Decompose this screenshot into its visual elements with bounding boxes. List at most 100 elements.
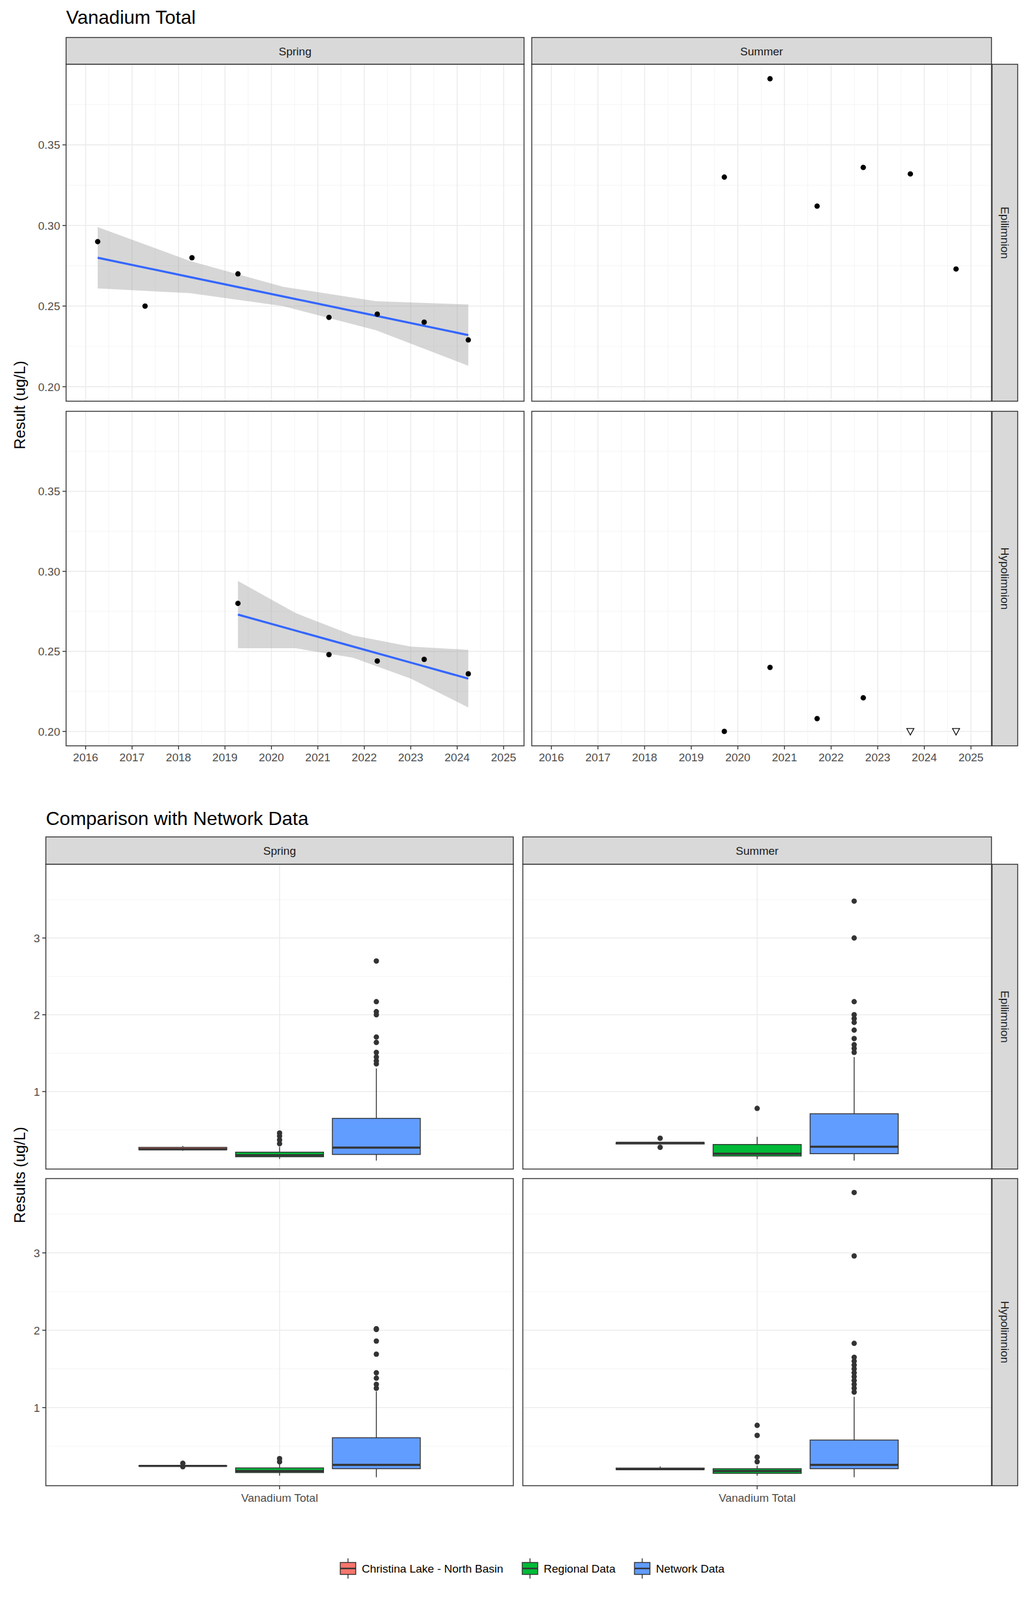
- whisker-upper: [279, 1147, 281, 1153]
- outlier: [851, 999, 857, 1005]
- grid-x: [784, 64, 786, 402]
- grid-x: [784, 411, 786, 747]
- whisker-lower: [279, 1473, 281, 1477]
- facet-label: Hypolimnion: [998, 1301, 1012, 1365]
- point: [907, 171, 913, 177]
- box: [332, 1118, 421, 1156]
- point: [326, 652, 332, 658]
- point: [465, 337, 472, 343]
- facet-label: Epilimnion: [998, 990, 1012, 1044]
- facet-strip: [992, 64, 1018, 402]
- whisker-upper: [853, 1057, 856, 1115]
- panel-border: [66, 411, 525, 747]
- outlier: [851, 1036, 857, 1042]
- outlier: [754, 1454, 760, 1461]
- whisker-upper: [853, 1397, 856, 1442]
- outlier: [851, 1012, 857, 1018]
- outlier: [373, 1009, 379, 1015]
- legend-key: [340, 1563, 356, 1576]
- minor-grid-x: [201, 411, 202, 747]
- grid-x: [690, 411, 692, 747]
- minor-grid-x: [340, 64, 342, 402]
- panel-background: [522, 864, 992, 1170]
- outlier: [373, 1049, 379, 1056]
- trend-line: [238, 615, 469, 680]
- point: [374, 311, 380, 317]
- x-tick: [756, 1486, 759, 1490]
- median: [616, 1468, 705, 1471]
- legend-key: [634, 1563, 650, 1576]
- point: [814, 203, 820, 210]
- box: [616, 1468, 705, 1470]
- panel-border: [522, 864, 992, 1170]
- grid-x: [550, 411, 553, 747]
- x-tick: [131, 746, 133, 750]
- median: [235, 1154, 324, 1158]
- y-tick: [42, 1407, 46, 1409]
- confidence-band: [97, 227, 469, 367]
- facet-strip: [66, 37, 525, 65]
- minor-grid-x: [900, 411, 902, 747]
- facet-label: Spring: [278, 45, 312, 58]
- outlier: [851, 1355, 857, 1361]
- grid-x: [690, 64, 692, 402]
- facet-label: Epilimnion: [998, 206, 1012, 260]
- x-tick: [503, 746, 505, 750]
- whisker-lower: [853, 1469, 856, 1478]
- grid-x: [85, 411, 87, 747]
- y-tick: [62, 305, 67, 307]
- minor-grid-x: [247, 411, 249, 747]
- x-tick-label: 2024: [444, 751, 471, 765]
- whisker-lower: [756, 1156, 759, 1160]
- legend-label: Network Data: [655, 1563, 725, 1576]
- x-tick-label: 2023: [865, 751, 891, 765]
- minor-grid-x: [761, 64, 762, 402]
- grid-y: [531, 571, 992, 573]
- minor-grid-y: [531, 611, 992, 613]
- x-tick-label: 2017: [119, 751, 145, 765]
- panel-border: [531, 64, 992, 402]
- grid-x: [503, 64, 505, 402]
- x-tick-label: 2019: [678, 751, 704, 765]
- x-tick: [830, 746, 832, 750]
- panel-background: [531, 411, 992, 747]
- y-tick: [62, 731, 67, 733]
- legend-key-median: [522, 1568, 538, 1571]
- point: [860, 695, 866, 701]
- outlier: [373, 1054, 379, 1060]
- minor-grid-y: [66, 531, 525, 532]
- point: [860, 164, 866, 171]
- y-tick: [62, 651, 67, 653]
- outlier: [373, 958, 379, 965]
- facet-strip: [522, 837, 992, 865]
- minor-grid-x: [900, 64, 902, 402]
- panel-data: [138, 1326, 421, 1478]
- grid-x: [737, 411, 739, 747]
- grid-x: [756, 1179, 759, 1487]
- x-tick: [279, 1486, 281, 1490]
- point: [906, 728, 915, 736]
- grid-x: [178, 64, 180, 402]
- panel-data: [235, 581, 472, 708]
- grid-y: [66, 386, 525, 388]
- panel-data: [616, 1190, 899, 1478]
- facet-label: Spring: [263, 844, 296, 858]
- grid-x: [178, 411, 180, 747]
- facet-strip: [992, 1179, 1018, 1487]
- y-tick-label: 2: [33, 1009, 40, 1022]
- grid-y: [66, 731, 525, 733]
- x-tick-label: Vanadium Total: [718, 1492, 796, 1505]
- box: [616, 1143, 705, 1145]
- y-tick: [62, 571, 67, 573]
- minor-grid-x: [294, 411, 295, 747]
- outlier: [851, 1190, 857, 1196]
- grid-x: [644, 411, 646, 747]
- minor-grid-x: [154, 411, 156, 747]
- legend-label: Christina Lake - North Basin: [361, 1563, 504, 1576]
- minor-grid-x: [807, 411, 809, 747]
- outlier: [276, 1456, 283, 1462]
- panel-data: [138, 958, 421, 1162]
- point: [767, 665, 773, 671]
- chart-title: Vanadium Total: [66, 6, 196, 28]
- outlier: [754, 1106, 760, 1112]
